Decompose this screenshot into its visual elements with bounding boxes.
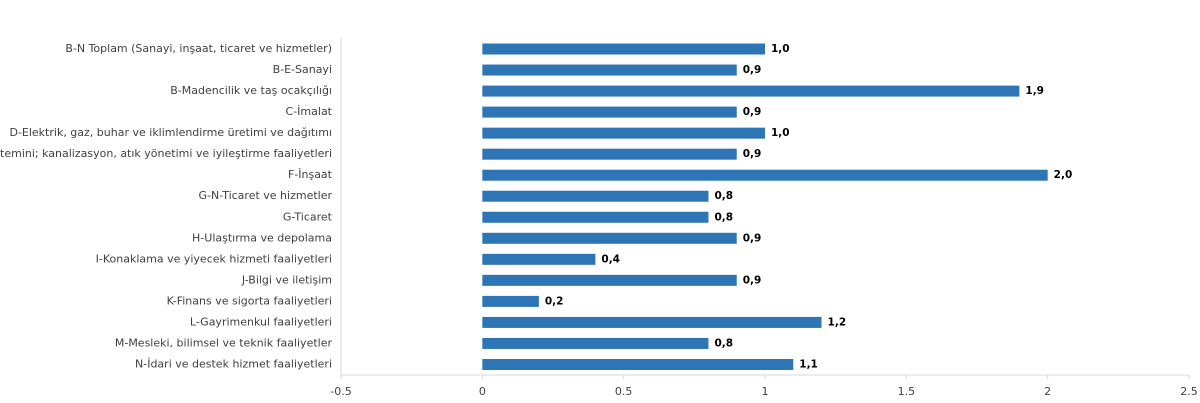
value-label: 0,9 <box>743 148 762 160</box>
y-tick-label: G-Ticaret <box>283 210 333 223</box>
y-tick-label: H-Ulaştırma ve depolama <box>192 231 332 244</box>
bar <box>482 85 1020 97</box>
y-tick-label: L-Gayrimenkul faaliyetleri <box>190 315 332 328</box>
x-tick-label: 0 <box>479 385 486 398</box>
y-tick-label: D-Elektrik, gaz, buhar ve iklimlendirme … <box>9 126 332 139</box>
x-tick-label: 1 <box>762 385 769 398</box>
value-label: 1,2 <box>828 316 847 328</box>
y-tick-label: B-Madencilik ve taş ocakçılığı <box>170 84 332 97</box>
value-label: 0,8 <box>714 190 733 202</box>
x-tick-label: -0.5 <box>330 385 351 398</box>
value-label: 1,9 <box>1025 85 1044 97</box>
value-label: 0,9 <box>743 106 762 118</box>
value-label: 0,9 <box>743 64 762 76</box>
value-label: 1,0 <box>771 127 790 139</box>
y-tick-label: G-N-Ticaret ve hizmetler <box>199 189 333 202</box>
y-tick-label: M-Mesleki, bilimsel ve teknik faaliyetle… <box>115 336 333 349</box>
y-tick-label: E-Su temini; kanalizasyon, atık yönetimi… <box>0 147 332 160</box>
bar <box>482 274 737 286</box>
bar <box>482 64 737 76</box>
value-label: 0,8 <box>714 337 733 349</box>
bar <box>482 253 596 265</box>
bar <box>482 295 539 307</box>
y-tick-label: N-İdari ve destek hizmet faaliyetleri <box>135 357 332 370</box>
y-tick-label: B-E-Sanayi <box>273 63 332 76</box>
value-label: 2,0 <box>1054 169 1073 181</box>
bar <box>482 43 765 55</box>
bar <box>482 106 737 118</box>
bar <box>482 316 822 328</box>
bar <box>482 169 1048 181</box>
bar <box>482 148 737 160</box>
y-tick-label: F-İnşaat <box>288 168 333 181</box>
value-label: 1,0 <box>771 43 790 55</box>
bar <box>482 358 794 370</box>
y-tick-label: B-N Toplam (Sanayi, inşaat, ticaret ve h… <box>65 42 332 55</box>
bar <box>482 190 709 202</box>
x-tick-label: 1.5 <box>898 385 916 398</box>
value-label: 0,4 <box>601 253 620 265</box>
bar <box>482 337 709 349</box>
value-label: 1,1 <box>799 358 818 370</box>
bar <box>482 127 765 139</box>
bar <box>482 232 737 244</box>
value-label: 0,2 <box>545 295 564 307</box>
value-label: 0,9 <box>743 274 762 286</box>
value-label: 0,9 <box>743 232 762 244</box>
y-tick-label: K-Finans ve sigorta faaliyetleri <box>167 294 332 307</box>
x-tick-label: 2.5 <box>1180 385 1198 398</box>
value-label: 0,8 <box>714 211 733 223</box>
x-tick-label: 2 <box>1044 385 1051 398</box>
x-tick-label: 0.5 <box>615 385 633 398</box>
y-tick-label: I-Konaklama ve yiyecek hizmeti faaliyetl… <box>96 252 332 265</box>
y-tick-label: J-Bilgi ve iletişim <box>241 273 332 286</box>
bar <box>482 211 709 223</box>
y-tick-label: C-İmalat <box>286 105 333 118</box>
